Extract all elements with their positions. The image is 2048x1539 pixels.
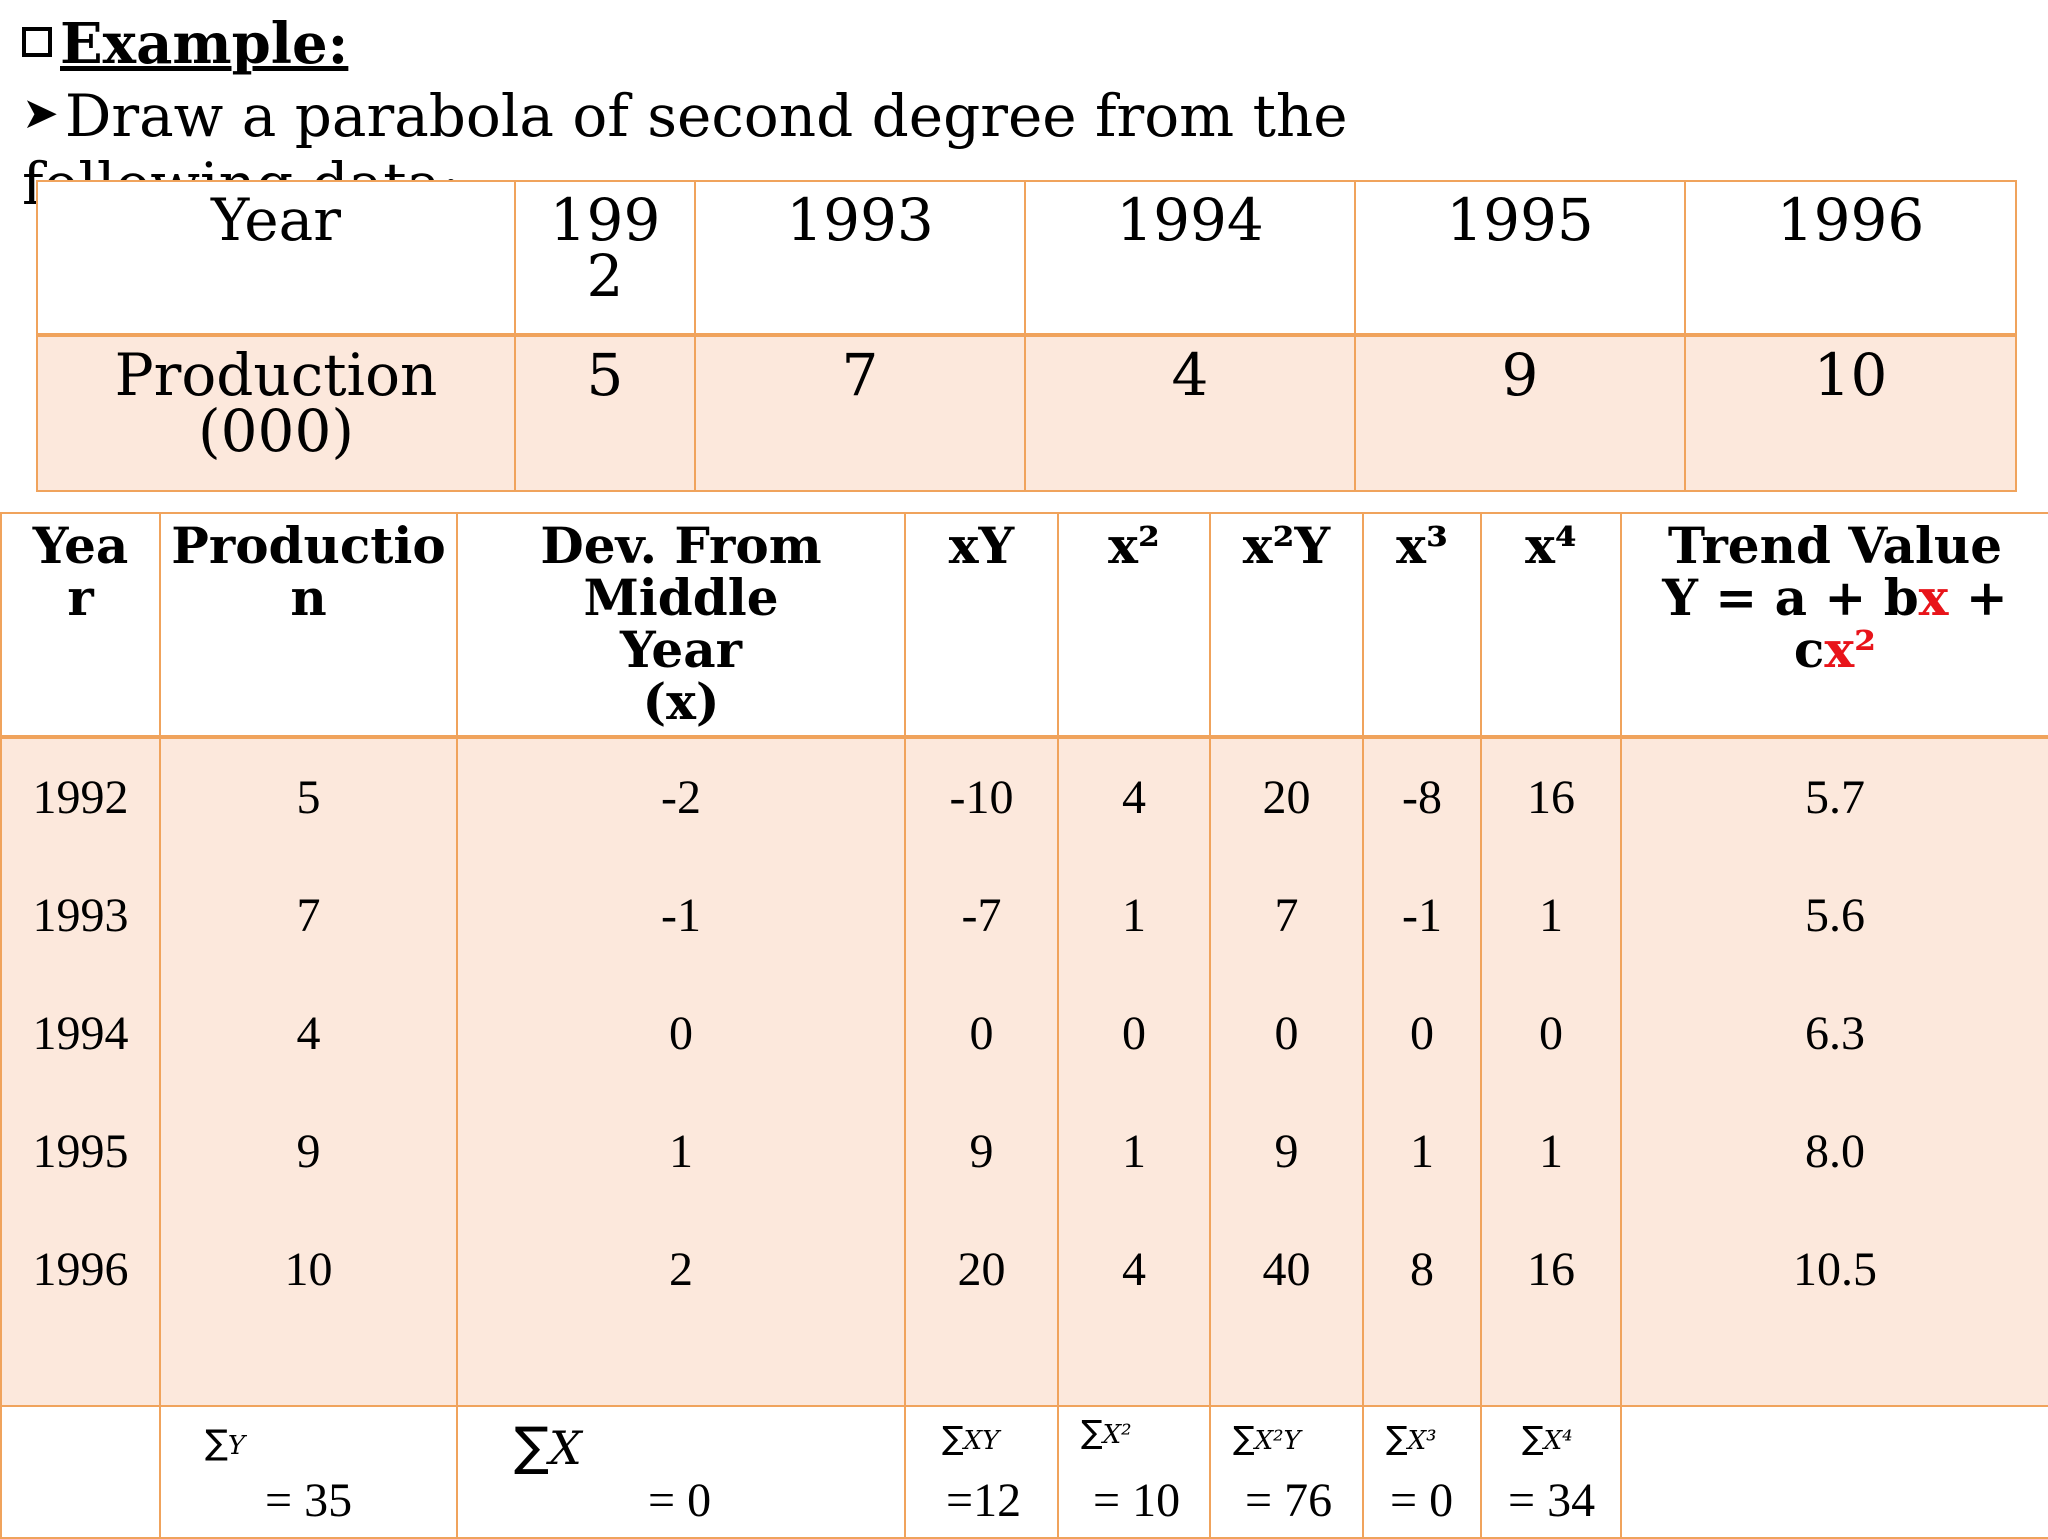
sum-x-cell: ∑X = 0 [456,1405,906,1539]
sigma-y-label: ∑Y [205,1423,246,1463]
x4-column: 16 1 0 1 16 [1480,735,1622,1407]
sigma-x-label: ∑X [514,1417,582,1477]
production-cell: 9 [1354,333,1686,492]
sum-row: ∑Y = 35 ∑X = 0 ∑XY =12 ∑X² = 10 ∑X²Y = 7… [0,1405,2048,1539]
deviation-column: -2 -1 0 1 2 [456,735,906,1407]
sigma-x4-label: ∑X⁴ [1522,1419,1573,1457]
header-trend-value: Trend Value Y = a + bx + cx² [1620,512,2048,738]
header-production: Productio n [159,512,458,738]
header-row: Yea r Productio n Dev. From Middle Year … [0,512,2048,738]
sum-x4-value: = 34 [1508,1474,1596,1527]
sum-empty-cell [0,1405,161,1539]
header-year: Yea r [0,512,161,738]
year-cell: 1995 [1354,180,1686,336]
example-heading: Example: [22,10,348,78]
sum-x2-value: = 10 [1093,1474,1181,1527]
year-cell: 1996 [1684,180,2017,336]
checkbox-bullet-icon [22,27,52,57]
production-cell: 7 [694,333,1026,492]
header-x2: x² [1057,512,1211,738]
production-cell: 4 [1024,333,1356,492]
production-cell: 5 [514,333,696,492]
sigma-x2y-label: ∑X²Y [1233,1419,1301,1457]
header-deviation: Dev. From Middle Year (x) [456,512,906,738]
sum-x2y-cell: ∑X²Y = 76 [1209,1405,1364,1539]
sum-x2-cell: ∑X² = 10 [1057,1405,1211,1539]
sum-x3-cell: ∑X³ = 0 [1362,1405,1482,1539]
production-column: 5 7 4 9 10 [159,735,458,1407]
sigma-x2-label: ∑X² [1081,1413,1132,1451]
header-x3: x³ [1362,512,1482,738]
data-table: Year 199 2 1993 1994 1995 1996 Productio… [36,180,2017,492]
sum-xy-value: =12 [946,1474,1022,1527]
year-cell: 1994 [1024,180,1356,336]
x2y-column: 20 7 0 9 40 [1209,735,1364,1407]
year-cell: 1993 [694,180,1026,336]
xy-column: -10 -7 0 9 20 [904,735,1059,1407]
sum-y-value: = 35 [265,1474,353,1527]
values-row: 1992 1993 1994 1995 1996 5 7 4 9 10 -2 -1 0 1 2 -10-… [0,735,2048,1407]
heading-text: Example: [60,11,349,77]
production-row: Production (000) 5 7 4 9 10 [36,333,2017,492]
calculation-table: Yea r Productio n Dev. From Middle Year … [0,512,2048,1539]
x3-column: -8 -1 0 1 8 [1362,735,1482,1407]
sigma-xy-label: ∑XY [942,1419,1000,1457]
sum-xy-cell: ∑XY =12 [904,1405,1059,1539]
arrow-bullet-icon: ➤ [22,88,59,139]
sigma-x3-label: ∑X³ [1386,1419,1437,1457]
year-cell: 199 2 [514,180,696,336]
year-label-cell: Year [36,180,516,336]
sum-x2y-value: = 76 [1245,1474,1333,1527]
trend-column: 5.7 5.6 6.3 8.0 10.5 [1620,735,2048,1407]
header-xy: xY [904,512,1059,738]
production-label-cell: Production (000) [36,333,516,492]
year-column: 1992 1993 1994 1995 1996 [0,735,161,1407]
sum-y-cell: ∑Y = 35 [159,1405,458,1539]
year-row: Year 199 2 1993 1994 1995 1996 [36,180,2017,336]
sum-x3-value: = 0 [1390,1474,1454,1527]
header-x2y: x²Y [1209,512,1364,738]
sum-x-value: = 0 [648,1474,712,1527]
sum-x4-cell: ∑X⁴ = 34 [1480,1405,1622,1539]
production-cell: 10 [1684,333,2017,492]
sum-trend-cell [1620,1405,2048,1539]
header-x4: x⁴ [1480,512,1622,738]
